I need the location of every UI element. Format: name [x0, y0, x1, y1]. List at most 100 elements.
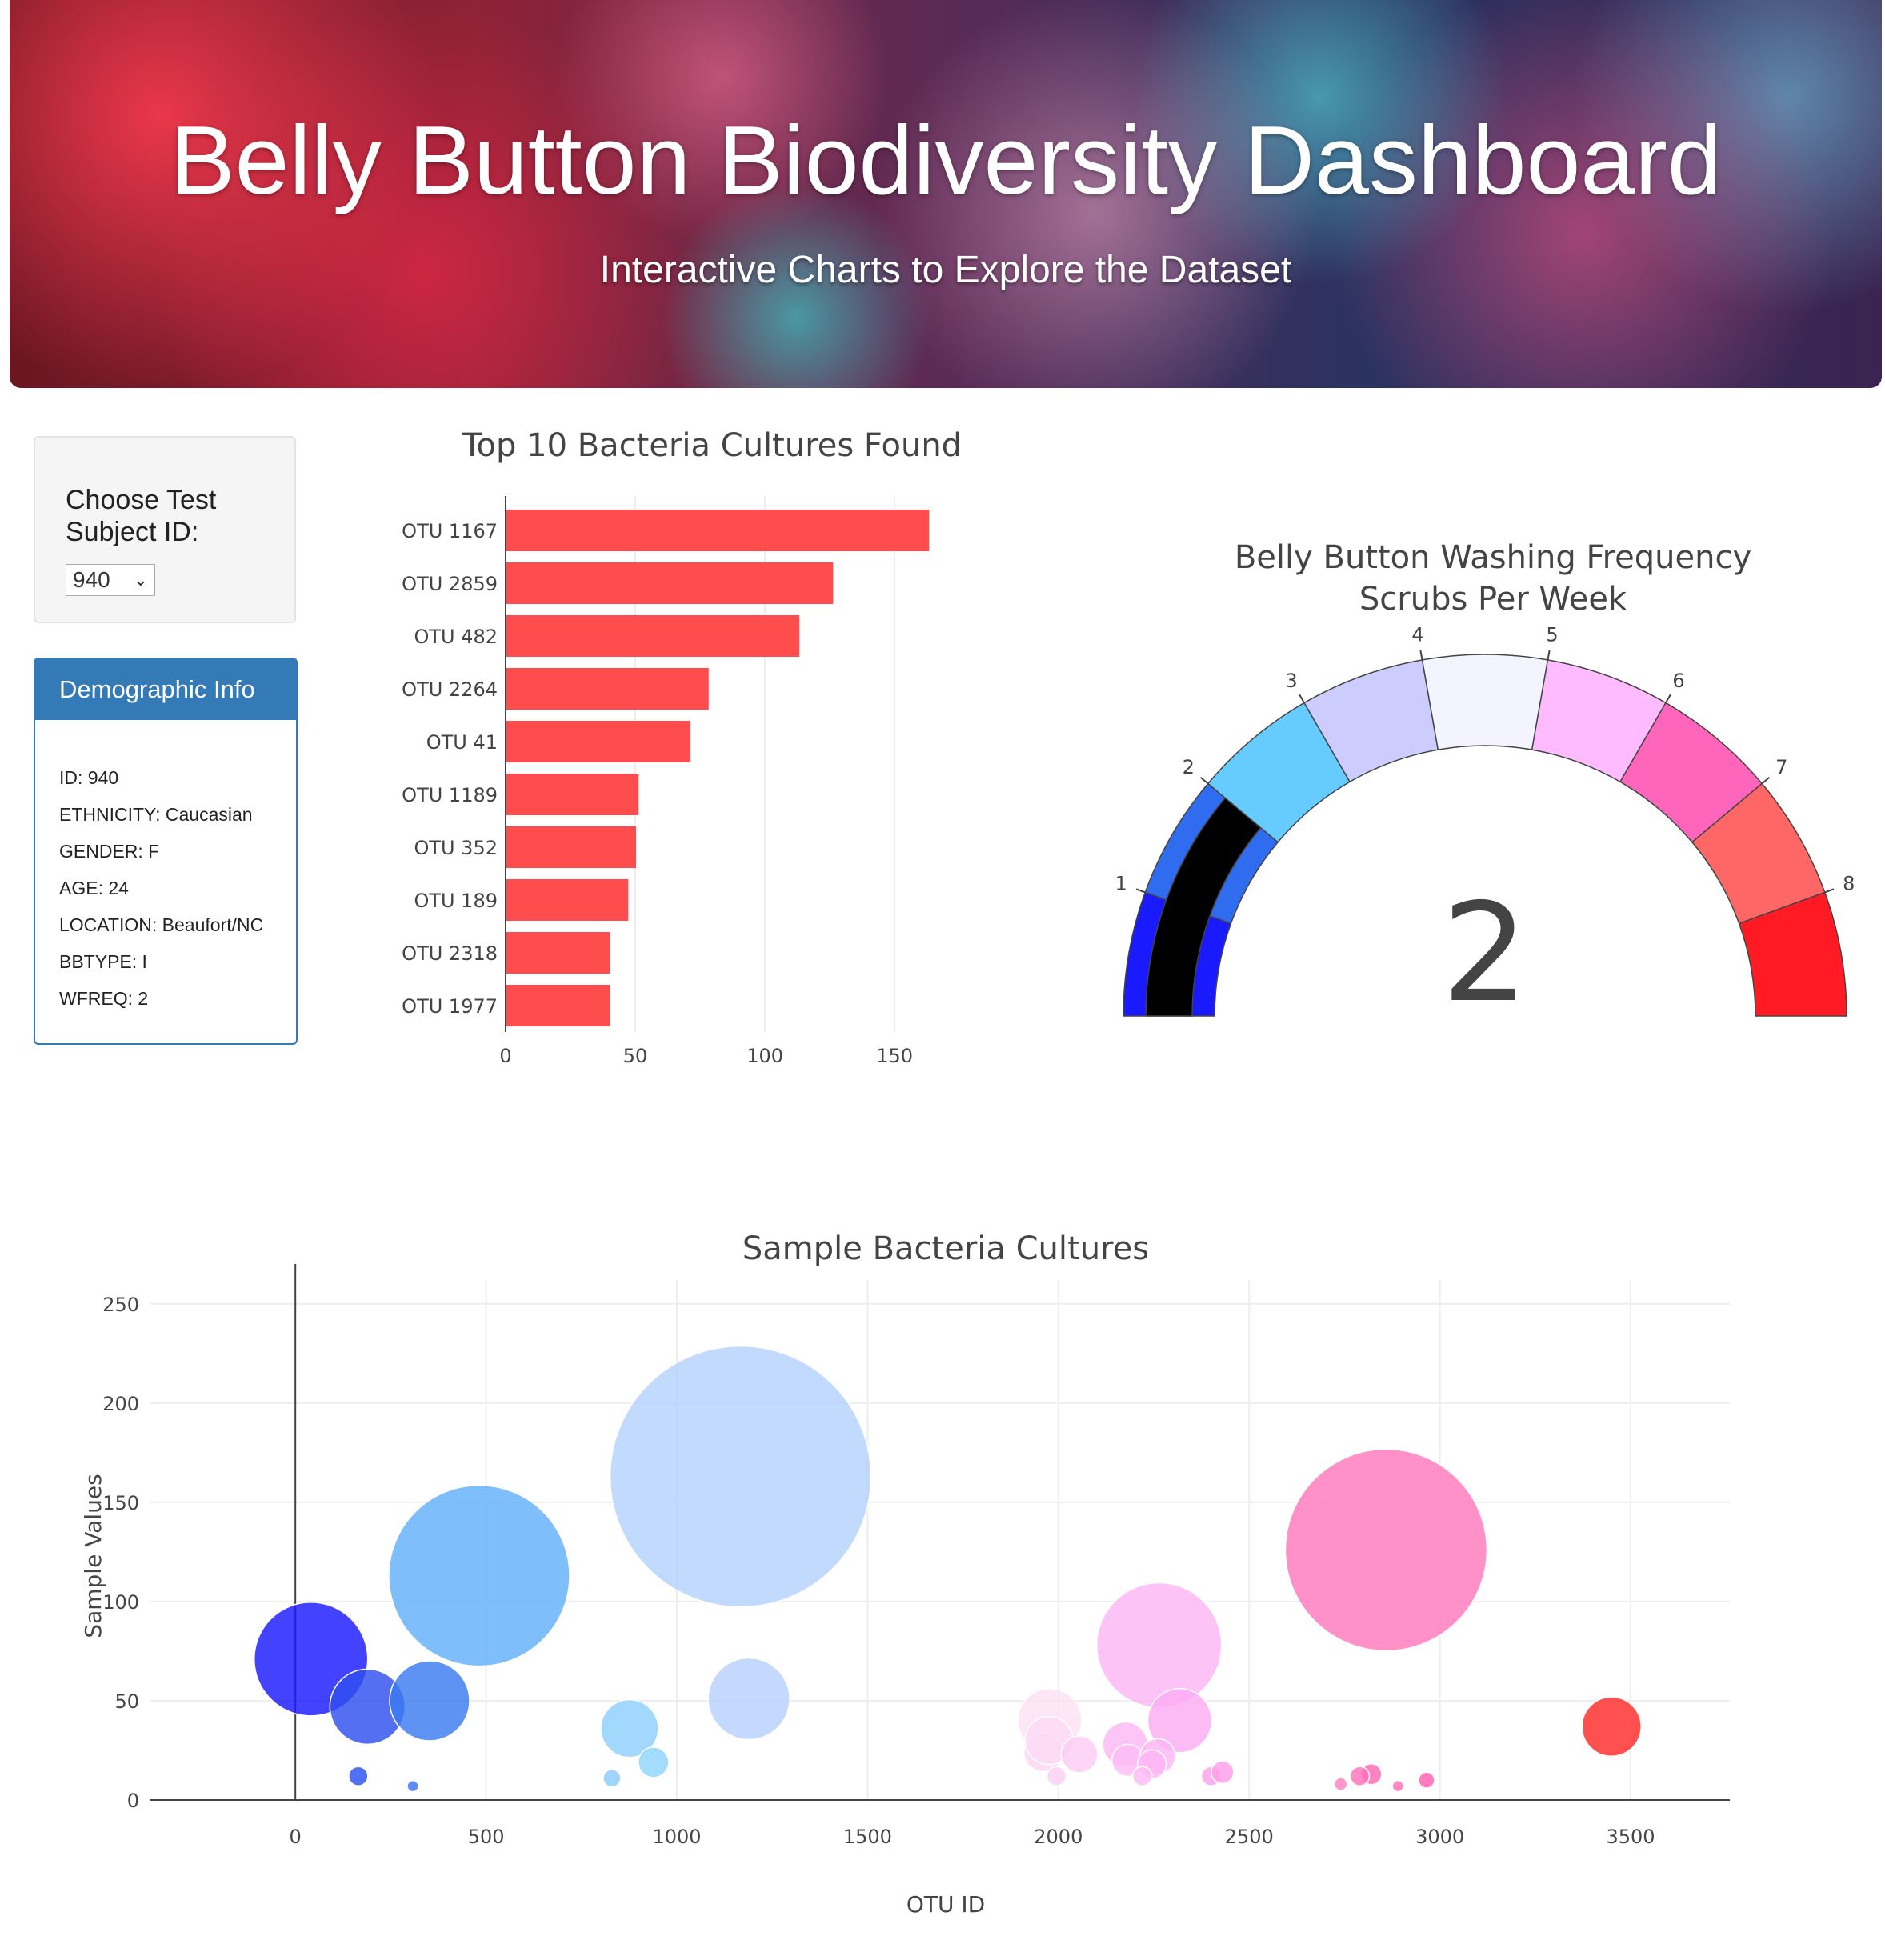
page-subtitle: Interactive Charts to Explore the Datase…: [599, 249, 1292, 291]
gauge-tick: [1761, 776, 1771, 785]
bubble: [600, 1698, 659, 1758]
bubble: [1060, 1735, 1099, 1774]
bubble-y-tick-label: 150: [102, 1492, 139, 1514]
bar: [506, 668, 709, 710]
bar-category-label: OTU 2318: [402, 942, 498, 965]
bubble: [1095, 1582, 1223, 1709]
gauge-title: Belly Button Washing Frequency: [1235, 539, 1751, 576]
info-gender: GENDER: F: [59, 841, 160, 862]
bar-tick-label: 50: [623, 1045, 648, 1067]
bar-category-label: OTU 352: [414, 837, 498, 859]
gauge-tick: [1547, 650, 1551, 661]
bubble-y-axis-label: Sample Values: [80, 1474, 106, 1638]
demographic-heading: Demographic Info: [35, 659, 296, 720]
bubble: [602, 1768, 622, 1788]
bar: [506, 774, 639, 815]
info-id: ID: 940: [59, 767, 119, 788]
gauge-subtitle: Scrubs Per Week: [1359, 581, 1627, 618]
gauge-tick: [1135, 888, 1146, 894]
bubble-x-tick-label: 2500: [1225, 1826, 1274, 1848]
gauge-band: [1738, 891, 1847, 1017]
bubble: [1391, 1779, 1404, 1793]
bar-category-label: OTU 2859: [402, 573, 498, 595]
bar: [506, 879, 629, 921]
bar-tick-label: 0: [499, 1045, 511, 1067]
bar: [506, 562, 834, 604]
gauge-band: [1421, 654, 1549, 751]
bubble-y-tick-label: 0: [127, 1790, 139, 1812]
bar-category-label: OTU 1977: [402, 995, 498, 1018]
bubble: [388, 1484, 570, 1667]
bubble: [638, 1746, 670, 1778]
bubble: [1581, 1696, 1642, 1757]
gauge-tick-label: 3: [1285, 670, 1297, 692]
demographic-panel: Demographic Info ID: 940 ETHNICITY: Cauc…: [34, 658, 298, 1045]
bubble-y-tick-label: 100: [102, 1591, 139, 1614]
bubble-x-tick-label: 2000: [1034, 1826, 1083, 1848]
bubble: [707, 1657, 790, 1741]
bar-category-label: OTU 1189: [402, 784, 498, 806]
gauge-tick-label: 6: [1672, 670, 1684, 692]
info-ethnicity: ETHNICITY: Caucasian: [59, 804, 253, 825]
bubble: [1046, 1766, 1067, 1786]
bubble-y-tick-label: 50: [114, 1690, 139, 1713]
subject-id-value: 940: [73, 567, 110, 592]
hero-banner: Belly Button Biodiversity Dashboard Inte…: [10, 0, 1882, 388]
bubble: [609, 1345, 872, 1608]
bubble-y-tick-label: 250: [102, 1294, 139, 1316]
bar: [506, 932, 610, 974]
bar-category-label: OTU 482: [414, 626, 498, 648]
bubble: [1211, 1760, 1235, 1785]
page-title: Belly Button Biodiversity Dashboard: [170, 106, 1722, 214]
demographic-body: ID: 940 ETHNICITY: Caucasian GENDER: F A…: [59, 759, 263, 1017]
gauge-tick: [1824, 888, 1835, 894]
bar: [506, 615, 800, 657]
info-age: AGE: 24: [59, 878, 129, 898]
gauge-value-bar: [1145, 797, 1262, 1017]
gauge-tick-label: 5: [1546, 623, 1558, 646]
info-bbtype: BBTYPE: I: [59, 951, 147, 972]
bar-category-label: OTU 41: [426, 731, 498, 754]
info-location: LOCATION: Beaufort/NC: [59, 914, 264, 935]
gauge-tick-label: 2: [1183, 756, 1195, 778]
subject-id-select[interactable]: 940 ⌄: [66, 564, 155, 596]
bar-category-label: OTU 1167: [402, 520, 498, 542]
bar-tick-label: 100: [746, 1045, 783, 1067]
bar: [506, 985, 610, 1026]
bar-chart: Top 10 Bacteria Cultures Found 0 50 100 150 O…: [402, 427, 962, 1067]
subject-selector-label: Choose Test Subject ID:: [66, 485, 217, 547]
bubble: [1284, 1448, 1488, 1652]
bubble-chart-title: Sample Bacteria Cultures: [742, 1230, 1149, 1267]
bubble: [389, 1660, 470, 1742]
bubble-y-tick-label: 200: [102, 1393, 139, 1415]
gauge-tick-label: 7: [1775, 756, 1787, 778]
bubble: [1333, 1777, 1348, 1791]
subject-selector-panel: Choose Test Subject ID: 940 ⌄: [34, 436, 296, 623]
bubble-x-tick-label: 3500: [1606, 1826, 1655, 1848]
bar: [506, 510, 930, 551]
bubble: [1131, 1766, 1153, 1786]
bar-tick-label: 150: [876, 1045, 913, 1067]
bar: [506, 721, 691, 762]
bubble-x-tick-label: 3000: [1415, 1826, 1464, 1848]
bar-category-label: OTU 189: [414, 890, 498, 912]
gauge-tick-label: 8: [1843, 872, 1855, 894]
gauge-tick-label: 1: [1115, 872, 1127, 894]
gauge-tick-label: 4: [1411, 623, 1423, 646]
info-wfreq: WFREQ: 2: [59, 988, 149, 1009]
bubble-x-tick-label: 0: [290, 1826, 302, 1848]
gauge-chart: Belly Button Washing Frequency Scrubs Per…: [1115, 539, 1855, 1033]
gauge-tick: [1419, 650, 1423, 661]
bar-category-label: OTU 2264: [402, 678, 498, 701]
gauge-value: 2: [1442, 874, 1528, 1033]
bubble-x-tick-label: 1000: [652, 1826, 701, 1848]
gauge-tick: [1299, 694, 1305, 704]
bubble-x-tick-label: 500: [468, 1826, 505, 1848]
gauge-tick: [1665, 694, 1671, 704]
bubble: [406, 1779, 419, 1793]
bubble: [348, 1766, 369, 1786]
bubble: [1418, 1771, 1435, 1789]
gauge-tick: [1199, 776, 1209, 785]
bubble: [1349, 1766, 1371, 1786]
bar: [506, 826, 637, 868]
